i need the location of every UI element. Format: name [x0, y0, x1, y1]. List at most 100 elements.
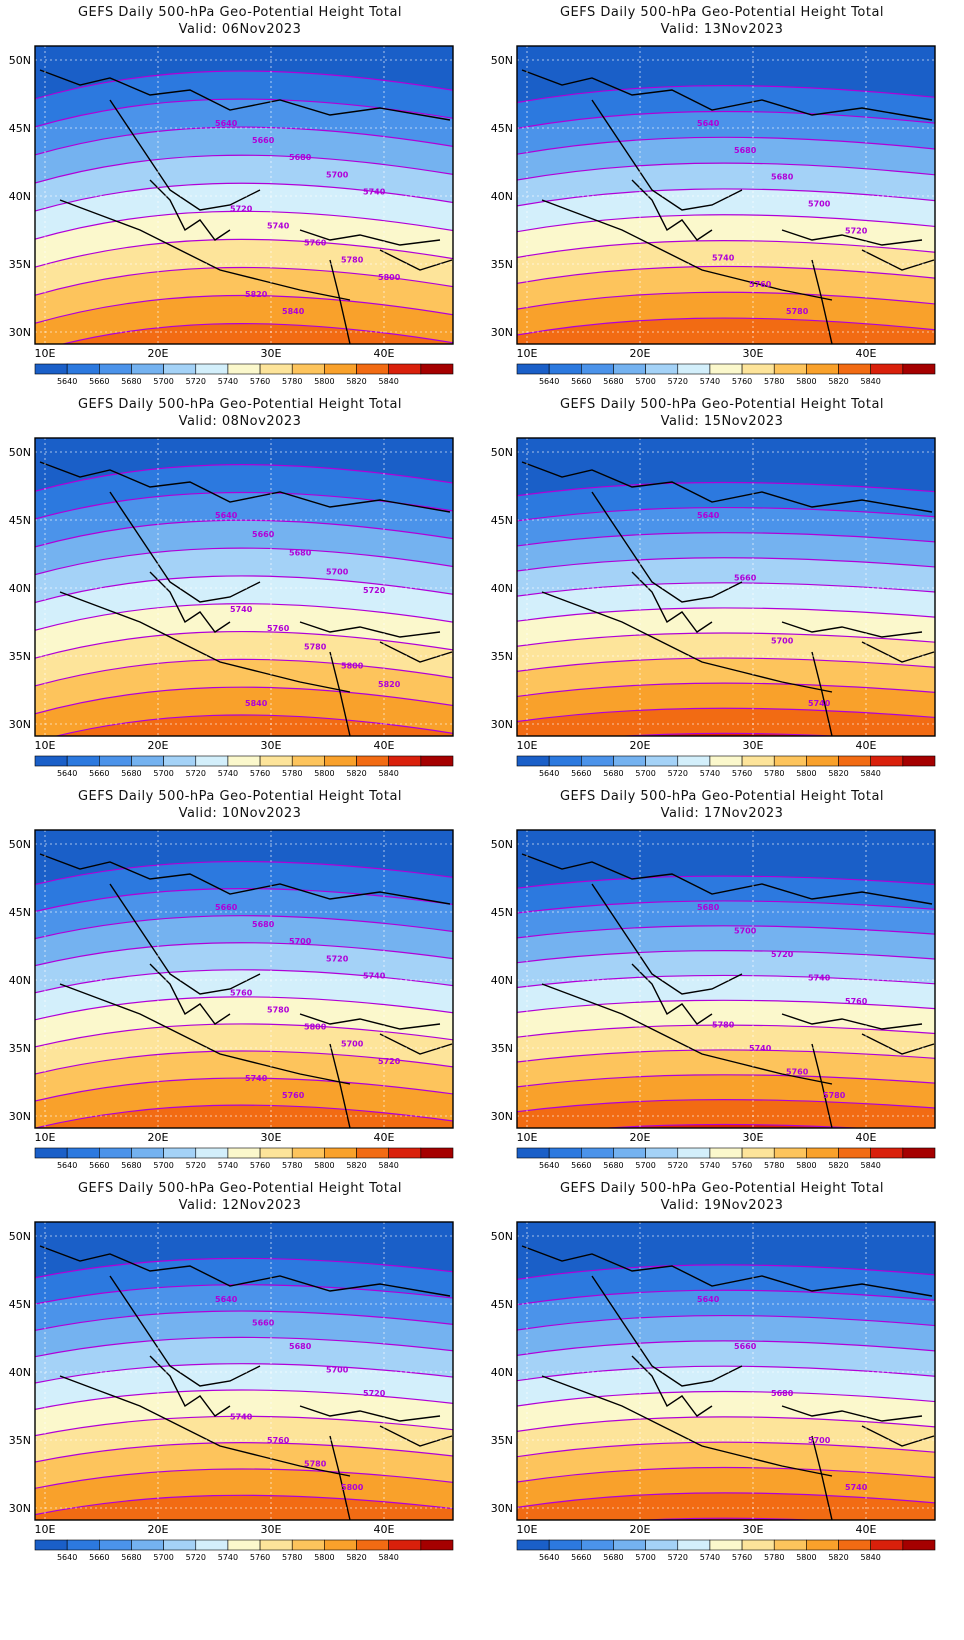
coastline: [379, 249, 453, 271]
colorbar-swatch: [66, 1147, 100, 1159]
colorbar-label: 5800: [314, 1553, 334, 1562]
colorbar-swatch: [131, 1539, 164, 1551]
coastline: [329, 259, 351, 344]
colorbar-swatch: [516, 1539, 550, 1551]
lon-label: 30E: [743, 1131, 764, 1144]
contour-label: 5740: [808, 974, 831, 983]
colorbar-label: 5700: [635, 1161, 655, 1170]
lat-label: 45N: [9, 122, 31, 135]
contour-label: 5780: [304, 1460, 327, 1469]
colorbar-swatch: [388, 1539, 422, 1551]
colorbar-swatch: [709, 1539, 743, 1551]
contour-label: 5700: [289, 937, 312, 946]
colorbar-swatch: [227, 755, 261, 767]
colorbar-label: 5700: [153, 377, 173, 386]
colorbar-label: 5660: [571, 769, 591, 778]
colorbar-swatch: [677, 755, 711, 767]
contour-label: 5720: [771, 950, 794, 959]
colorbar-swatch: [581, 363, 614, 375]
contour-label: 5720: [363, 586, 386, 595]
colorbar-label: 5780: [282, 1161, 302, 1170]
coastline: [59, 591, 351, 693]
contour-line: [35, 1415, 453, 1437]
panel-valid-date: Valid: 19Nov2023: [660, 1198, 784, 1213]
colorbar-swatch: [99, 363, 132, 375]
map-field: 5640 5660 5680 5700 5720 5740 5760 5780 5800 5820…: [35, 438, 453, 736]
contour-line: [517, 1074, 935, 1088]
contour-line: [35, 1310, 453, 1331]
contour-line: [517, 110, 935, 130]
colorbar-label: 5660: [89, 769, 109, 778]
contour-line: [35, 1363, 453, 1384]
colorbar-swatch: [34, 1147, 68, 1159]
contour-label: 5760: [786, 1068, 809, 1077]
map-panel: 5640 5660 5680 5700 5720 5740 5760 5780 5800 50N 4…: [0, 1176, 480, 1586]
colorbar-swatch: [388, 1147, 422, 1159]
contour-line: [517, 1390, 935, 1407]
contour-label: 5740: [712, 253, 735, 262]
colorbar-swatch: [806, 1147, 839, 1159]
contour-label: 5780: [823, 1091, 846, 1100]
lat-label: 40N: [491, 1366, 513, 1379]
contour-label: 5660: [215, 903, 238, 912]
colorbar-label: 5700: [635, 377, 655, 386]
colorbar-swatch: [548, 1147, 582, 1159]
colorbar-swatch: [99, 1539, 132, 1551]
colorbar-label: 5780: [764, 1553, 784, 1562]
colorbar-swatch: [773, 1147, 807, 1159]
colorbar-label: 5740: [218, 769, 238, 778]
contour-line: [35, 547, 453, 576]
colorbar-swatch: [163, 755, 197, 767]
colorbar-swatch: [741, 1539, 775, 1551]
lat-label: 35N: [9, 258, 31, 271]
coastline: [59, 1375, 351, 1477]
contour-label: 5760: [845, 997, 868, 1006]
colorbar-swatch: [227, 363, 261, 375]
contour-label: 5740: [230, 1413, 253, 1422]
colorbar-label: 5720: [668, 1161, 688, 1170]
contour-line: [35, 1104, 453, 1128]
contour-line: [617, 732, 845, 736]
lon-label: 10E: [517, 739, 538, 752]
lon-label: 20E: [148, 739, 169, 752]
lat-label: 30N: [491, 718, 513, 731]
contour-line: [35, 1257, 453, 1279]
colorbar-swatch: [227, 1147, 261, 1159]
colorbar-label: 5680: [121, 1161, 141, 1170]
contour-line: [599, 1123, 868, 1128]
lat-label: 50N: [491, 446, 513, 459]
contour-label: 5820: [245, 290, 268, 299]
coastline: [109, 491, 261, 603]
contour-label: 5700: [341, 1040, 364, 1049]
coastline: [781, 229, 923, 246]
contour-label: 5700: [808, 1436, 831, 1445]
contour-line: [35, 238, 453, 268]
colorbar-label: 5680: [603, 377, 623, 386]
contour-line: [517, 1314, 935, 1331]
contour-label: 5740: [230, 605, 253, 614]
coastline: [541, 1375, 833, 1477]
contour-label: 5840: [245, 699, 268, 708]
map-frame: [34, 45, 454, 345]
lon-label: 40E: [374, 739, 395, 752]
colorbar-label: 5640: [539, 1553, 559, 1562]
colorbar-label: 5760: [250, 1553, 270, 1562]
coastline: [811, 651, 833, 736]
contour-label: 5700: [326, 1366, 349, 1375]
lon-label: 30E: [261, 347, 282, 360]
panel-valid-date: Valid: 08Nov2023: [178, 414, 302, 429]
contour-line: [517, 136, 935, 155]
contour-line: [35, 1050, 453, 1075]
colorbar-swatch: [259, 1147, 293, 1159]
colorbar-label: 5720: [186, 377, 206, 386]
contour-line: [517, 1365, 935, 1382]
contour-line: [35, 1468, 453, 1489]
colorbar-label: 5840: [861, 377, 881, 386]
colorbar-swatch: [870, 755, 904, 767]
colorbar-swatch: [613, 755, 646, 767]
coastline: [109, 99, 261, 211]
lat-label: 40N: [9, 974, 31, 987]
contour-line: [517, 900, 935, 914]
colorbar-swatch: [516, 1147, 550, 1159]
contour-label: 5780: [786, 307, 809, 316]
